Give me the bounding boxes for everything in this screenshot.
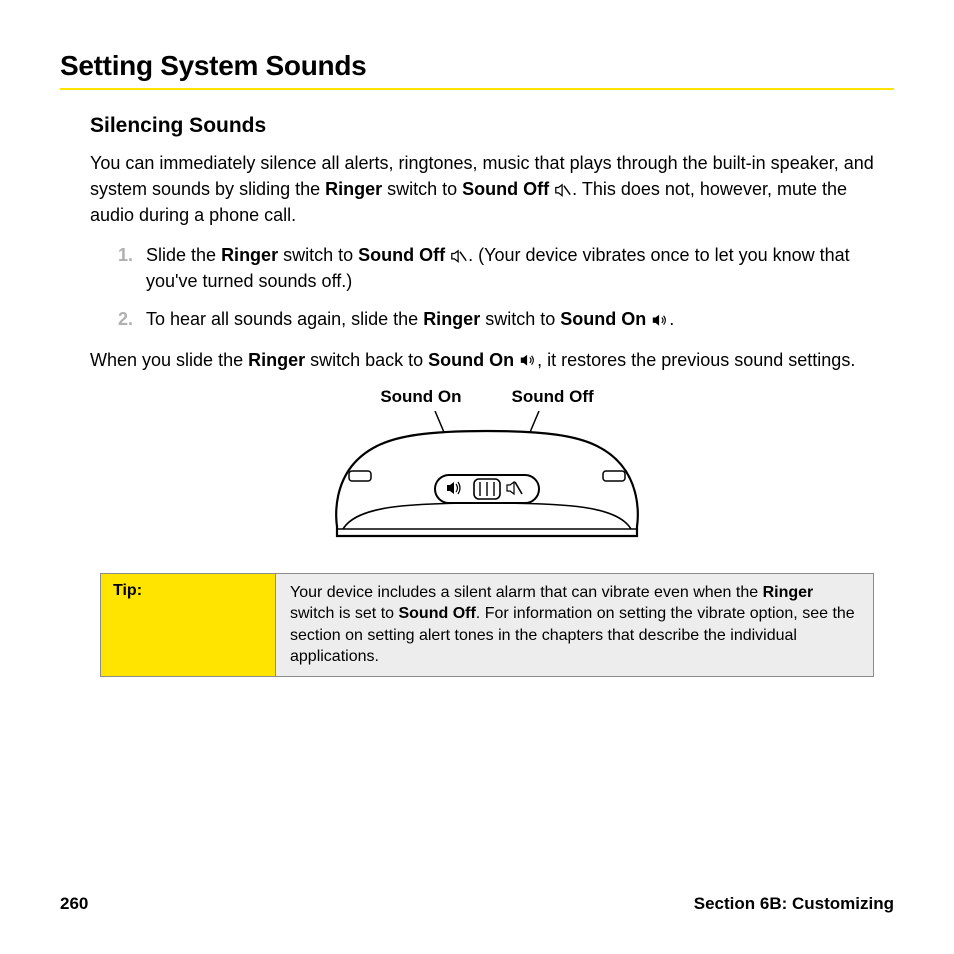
step-text: switch to (480, 309, 560, 329)
sound-off-bold: Sound Off (358, 245, 445, 265)
restore-text: switch back to (305, 350, 428, 370)
sound-off-icon (450, 244, 468, 260)
sound-on-icon (651, 308, 669, 324)
ringer-bold: Ringer (423, 309, 480, 329)
sound-off-label: Sound Off (512, 387, 594, 407)
device-top-illustration (307, 411, 667, 546)
step-item: To hear all sounds again, slide the Ring… (118, 306, 884, 332)
page-title: Setting System Sounds (60, 50, 894, 82)
restore-text: When you slide the (90, 350, 248, 370)
ringer-bold: Ringer (325, 179, 382, 199)
device-diagram: Sound On Sound Off (90, 387, 884, 551)
step-text: Slide the (146, 245, 221, 265)
page-number: 260 (60, 894, 88, 914)
restore-paragraph: When you slide the Ringer switch back to… (90, 347, 884, 373)
restore-text: , it restores the previous sound setting… (537, 350, 855, 370)
tip-text: Your device includes a silent alarm that… (290, 584, 763, 601)
sound-off-icon (554, 178, 572, 194)
tip-box: Tip: Your device includes a silent alarm… (100, 573, 874, 677)
intro-text: switch to (382, 179, 462, 199)
ringer-bold: Ringer (221, 245, 278, 265)
diagram-labels: Sound On Sound Off (90, 387, 884, 407)
steps-list: Slide the Ringer switch to Sound Off . (… (90, 242, 884, 332)
sound-on-bold: Sound On (428, 350, 514, 370)
tip-label: Tip: (113, 582, 142, 599)
sound-on-bold: Sound On (560, 309, 646, 329)
subheading: Silencing Sounds (90, 114, 884, 138)
tip-text: switch is set to (290, 605, 398, 622)
sound-on-icon (519, 349, 537, 365)
content-block: Silencing Sounds You can immediately sil… (60, 114, 894, 677)
ringer-bold: Ringer (248, 350, 305, 370)
step-item: Slide the Ringer switch to Sound Off . (… (118, 242, 884, 294)
intro-paragraph: You can immediately silence all alerts, … (90, 150, 884, 228)
manual-page: Setting System Sounds Silencing Sounds Y… (0, 0, 954, 954)
tip-label-cell: Tip: (101, 574, 276, 676)
sound-on-label: Sound On (380, 387, 461, 407)
sound-off-bold: Sound Off (462, 179, 549, 199)
tip-body-cell: Your device includes a silent alarm that… (276, 574, 873, 676)
step-text: switch to (278, 245, 358, 265)
page-footer: 260 Section 6B: Customizing (60, 894, 894, 914)
step-text: To hear all sounds again, slide the (146, 309, 423, 329)
section-label: Section 6B: Customizing (694, 894, 894, 914)
step-text: . (669, 309, 674, 329)
ringer-bold: Ringer (763, 584, 814, 601)
title-rule (60, 88, 894, 90)
sound-off-bold: Sound Off (398, 605, 475, 622)
